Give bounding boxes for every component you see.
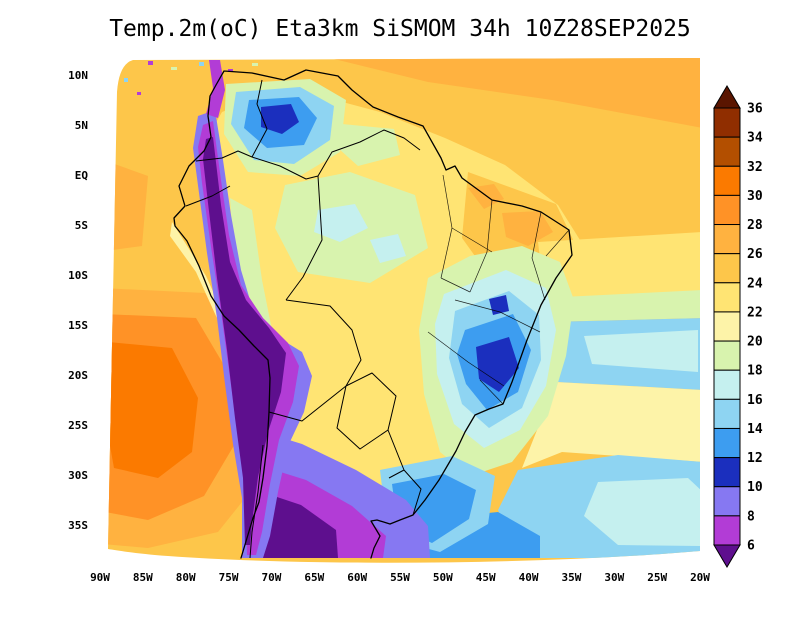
colorbar-segment — [713, 136, 741, 167]
y-axis-label: 15S — [68, 319, 88, 332]
region-pampas-cold-core — [259, 491, 338, 558]
region-guiana-highlands-green — [338, 124, 400, 166]
colorbar-label: 16 — [747, 393, 763, 408]
colorbar-segment — [713, 282, 741, 313]
x-axis-label: 30W — [604, 571, 624, 584]
edge-noise-speck — [137, 92, 141, 95]
y-axis-label: 5S — [75, 219, 88, 232]
y-axis-label: 35S — [68, 519, 88, 532]
region-se-brazil-navy-core — [476, 337, 519, 392]
y-axis-label: 20S — [68, 369, 88, 382]
x-axis-label: 80W — [176, 571, 196, 584]
edge-noise-speck — [199, 62, 204, 66]
colorbar-segment — [713, 165, 741, 196]
edge-noise-speck — [171, 67, 177, 70]
colorbar-segment — [713, 224, 741, 255]
colorbar-label: 6 — [747, 539, 755, 554]
colorbar-label: 10 — [747, 480, 763, 495]
y-axis-label: 30S — [68, 469, 88, 482]
colorbar-segment — [713, 427, 741, 459]
edge-noise-speck — [252, 63, 258, 66]
colorbar-label: 26 — [747, 247, 763, 262]
coastline — [173, 69, 573, 559]
x-axis-label: 90W — [90, 571, 110, 584]
plot-title: Temp.2m(oC) Eta3km SiSMOM 34h 10Z28SEP20… — [109, 16, 691, 42]
colorbar-label: 24 — [747, 276, 763, 291]
colorbar-segment — [713, 486, 741, 517]
colorbar-label: 18 — [747, 364, 763, 379]
x-axis-label: 45W — [476, 571, 496, 584]
y-axis-label: 10S — [68, 269, 88, 282]
region-south-atlantic-cool-core — [584, 478, 700, 546]
colorbar-label: 36 — [747, 102, 763, 117]
region-north-atlantic-warm-band — [330, 58, 700, 128]
domain-edge-noise — [124, 61, 258, 95]
colorbar-arrow-bottom — [713, 544, 741, 568]
colorbar-segment — [713, 253, 741, 284]
x-axis-label: 25W — [647, 571, 667, 584]
region-pacific-warm-core — [108, 342, 198, 478]
colorbar-segment — [713, 515, 741, 546]
colorbar-segment — [713, 311, 741, 342]
x-axis-label: 20W — [690, 571, 710, 584]
colorbar-label: 14 — [747, 422, 763, 437]
colorbar-label: 30 — [747, 189, 763, 204]
x-axis-label: 70W — [261, 571, 281, 584]
region-atlantic-yellow-band — [538, 232, 700, 300]
colorbar-segment — [713, 369, 741, 400]
region-colombia-cool-core — [261, 104, 299, 134]
region-se-brazil-navy-speck — [489, 295, 509, 315]
region-atlantic-cool-band-core — [584, 330, 698, 372]
colorbar-label: 28 — [747, 218, 763, 233]
x-axis-label: 50W — [433, 571, 453, 584]
region-atlantic-green-band — [542, 290, 700, 322]
colorbar-arrow-top — [713, 85, 741, 109]
region-amazon-cool-speck-1 — [314, 204, 368, 242]
colorbar-label: 34 — [747, 131, 763, 146]
colorbar-label: 8 — [747, 509, 755, 524]
region-atlantic-paleyellow-band — [522, 382, 700, 468]
y-axis-label: 10N — [68, 69, 88, 82]
x-axis-label: 60W — [347, 571, 367, 584]
region-ne-brazil-hot-spot-2 — [468, 184, 504, 209]
colorbar: 36 34 32 30 28 26 24 22 20 18 16 14 12 10 8 6 — [713, 85, 763, 568]
y-axis-label: 25S — [68, 419, 88, 432]
edge-noise-speck — [228, 69, 233, 72]
region-amazon-cool-speck-2 — [370, 234, 406, 263]
x-axis-label: 55W — [390, 571, 410, 584]
colorbar-segment — [713, 107, 741, 138]
region-andes-cold-core — [203, 137, 286, 545]
y-axis-label: EQ — [75, 169, 89, 182]
x-axis-label: 85W — [133, 571, 153, 584]
x-axis-label: 75W — [219, 571, 239, 584]
colorbar-segment — [713, 194, 741, 226]
colorbar-label: 20 — [747, 335, 763, 350]
edge-noise-speck — [124, 78, 128, 82]
colorbar-segment — [713, 340, 741, 371]
region-colombia-andes-strip — [206, 60, 225, 118]
map-lines — [173, 69, 573, 559]
x-axis-label: 35W — [561, 571, 581, 584]
region-ne-brazil-hot-spot-1 — [502, 211, 553, 246]
country-borders — [185, 79, 422, 559]
colorbar-segment — [713, 398, 741, 429]
x-axis: 90W 85W 80W 75W 70W 65W 60W 55W 50W 45W 40W 35W 30W 2… — [90, 571, 710, 584]
state-borders — [427, 174, 570, 405]
x-axis-label: 65W — [304, 571, 324, 584]
y-axis-label: 5N — [75, 119, 88, 132]
x-axis-label: 40W — [519, 571, 539, 584]
colorbar-segment — [713, 457, 741, 488]
y-axis: 10N 5N EQ 5S 10S 15S 20S 25S 30S 35S — [68, 69, 88, 532]
colorbar-label: 12 — [747, 451, 763, 466]
edge-noise-speck — [148, 61, 153, 65]
colorbar-label: 32 — [747, 160, 763, 175]
colorbar-label: 22 — [747, 305, 763, 320]
temperature-field — [108, 58, 700, 563]
